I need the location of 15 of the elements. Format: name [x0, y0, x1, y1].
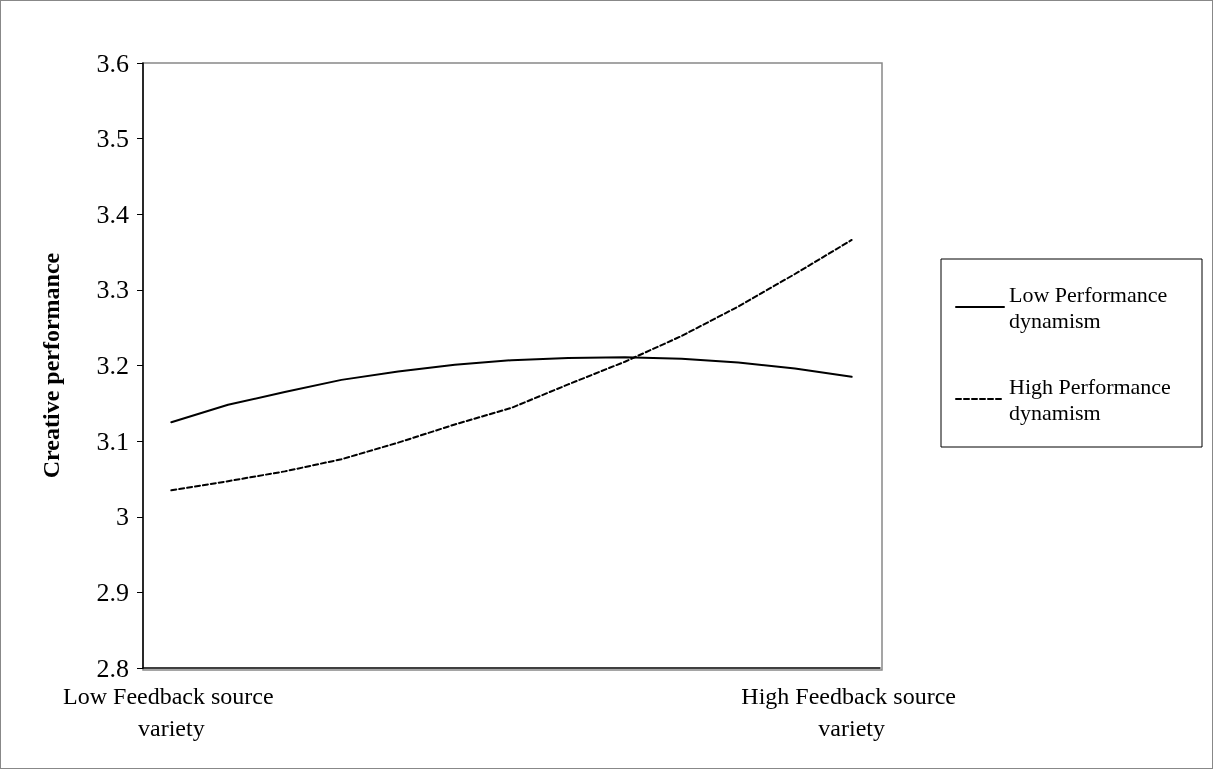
y-tick-label: 3.6	[96, 48, 129, 78]
y-tick-label: 3.2	[96, 351, 129, 380]
y-tick-label: 3.5	[96, 124, 129, 154]
y-axis-title: Creative performance	[38, 252, 64, 479]
x-tick-label: High Feedback source variety	[741, 683, 962, 741]
y-tick-label: 3.3	[96, 275, 129, 305]
y-tick-label: 3	[116, 502, 129, 532]
y-tick-label: 2.9	[96, 577, 129, 607]
x-tick-label: Low Feedback source variety	[63, 683, 280, 741]
y-tick-label: 2.8	[96, 653, 129, 683]
legend-label: Low Performance dynamism	[1009, 281, 1173, 333]
y-tick-label: 3.4	[96, 199, 129, 229]
legend-label: High Performance dynamism	[1009, 373, 1177, 425]
y-tick-label: 3.1	[96, 426, 129, 456]
line-series	[170, 238, 853, 492]
